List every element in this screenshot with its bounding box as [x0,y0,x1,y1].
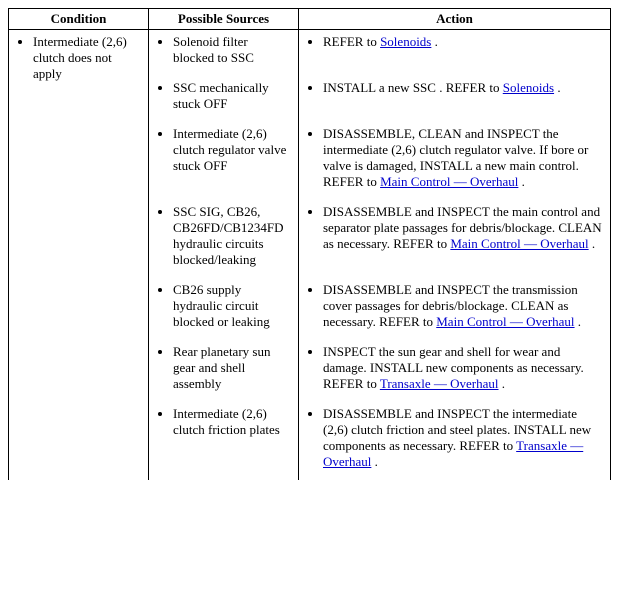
action-text: INSTALL a new SSC . REFER to Solenoids . [323,80,604,96]
action-post-text: . [575,314,582,329]
source-text: SSC mechanically stuck OFF [173,80,292,112]
action-cell: INSTALL a new SSC . REFER to Solenoids . [299,76,611,122]
action-cell: DISASSEMBLE and INSPECT the intermediate… [299,402,611,480]
action-post-text: . [499,376,506,391]
source-cell: Rear planetary sun gear and shell assemb… [149,340,299,402]
source-cell: CB26 supply hydraulic circuit blocked or… [149,278,299,340]
source-text: Intermediate (2,6) clutch friction plate… [173,406,292,438]
source-cell: Intermediate (2,6) clutch regulator valv… [149,122,299,200]
action-text: DISASSEMBLE and INSPECT the intermediate… [323,406,604,470]
reference-link[interactable]: Main Control — Overhaul [380,174,518,189]
action-text: DISASSEMBLE and INSPECT the transmission… [323,282,604,330]
source-text: Rear planetary sun gear and shell assemb… [173,344,292,392]
action-text: DISASSEMBLE, CLEAN and INSPECT the inter… [323,126,604,190]
reference-link[interactable]: Main Control — Overhaul [436,314,574,329]
table-row: Intermediate (2,6) clutch does not apply… [9,30,611,77]
action-cell: REFER to Solenoids . [299,30,611,77]
action-post-text: . [554,80,561,95]
source-cell: Solenoid filter blocked to SSC [149,30,299,77]
action-post-text: . [518,174,525,189]
header-action: Action [299,9,611,30]
condition-text: Intermediate (2,6) clutch does not apply [33,34,142,82]
action-cell: DISASSEMBLE and INSPECT the main control… [299,200,611,278]
source-cell: Intermediate (2,6) clutch friction plate… [149,402,299,480]
action-cell: INSPECT the sun gear and shell for wear … [299,340,611,402]
source-cell: SSC mechanically stuck OFF [149,76,299,122]
source-text: SSC SIG, CB26, CB26FD/CB1234FD hydraulic… [173,204,292,268]
table-header-row: Condition Possible Sources Action [9,9,611,30]
action-text: DISASSEMBLE and INSPECT the main control… [323,204,604,252]
diagnostic-table: Condition Possible Sources Action Interm… [8,8,611,480]
condition-cell: Intermediate (2,6) clutch does not apply [9,30,149,481]
header-sources: Possible Sources [149,9,299,30]
reference-link[interactable]: Transaxle — Overhaul [380,376,499,391]
source-text: CB26 supply hydraulic circuit blocked or… [173,282,292,330]
source-text: Intermediate (2,6) clutch regulator valv… [173,126,292,174]
reference-link[interactable]: Main Control — Overhaul [450,236,588,251]
source-text: Solenoid filter blocked to SSC [173,34,292,66]
source-cell: SSC SIG, CB26, CB26FD/CB1234FD hydraulic… [149,200,299,278]
reference-link[interactable]: Solenoids [503,80,554,95]
action-post-text: . [589,236,596,251]
action-pre-text: REFER to [323,34,380,49]
action-post-text: . [431,34,438,49]
action-text: INSPECT the sun gear and shell for wear … [323,344,604,392]
action-post-text: . [371,454,378,469]
reference-link[interactable]: Solenoids [380,34,431,49]
action-text: REFER to Solenoids . [323,34,604,50]
action-cell: DISASSEMBLE, CLEAN and INSPECT the inter… [299,122,611,200]
header-condition: Condition [9,9,149,30]
action-pre-text: INSTALL a new SSC . REFER to [323,80,503,95]
action-cell: DISASSEMBLE and INSPECT the transmission… [299,278,611,340]
